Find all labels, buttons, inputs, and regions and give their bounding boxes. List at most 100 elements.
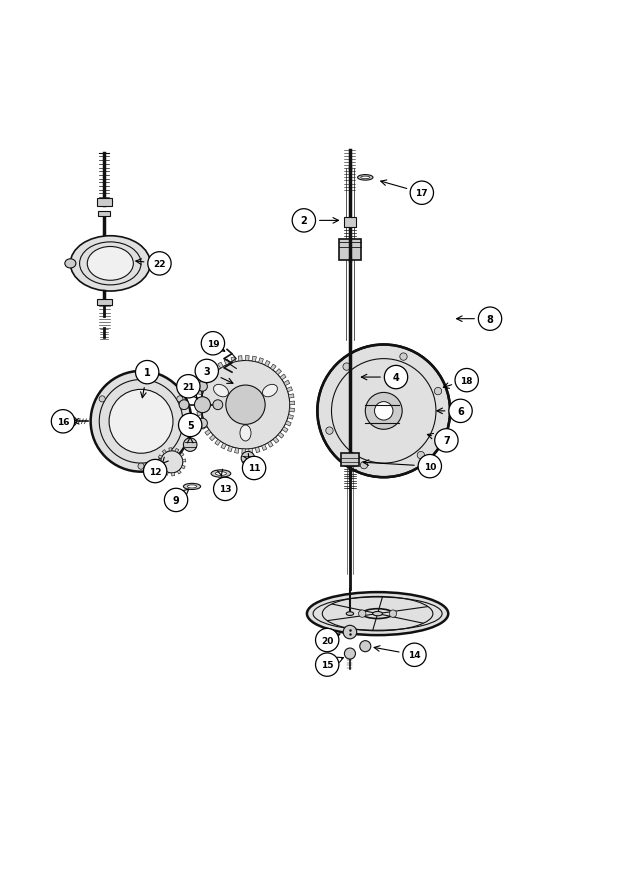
Circle shape <box>449 399 472 423</box>
Bar <box>97 299 112 306</box>
Ellipse shape <box>362 609 393 619</box>
Polygon shape <box>234 449 239 454</box>
Polygon shape <box>221 443 226 450</box>
Polygon shape <box>169 448 172 451</box>
Polygon shape <box>282 428 288 433</box>
Text: 22: 22 <box>153 260 166 269</box>
Circle shape <box>358 610 366 617</box>
Circle shape <box>99 396 105 402</box>
Circle shape <box>455 369 479 392</box>
Circle shape <box>332 359 436 464</box>
Circle shape <box>316 629 339 652</box>
Polygon shape <box>177 471 181 474</box>
Text: 19: 19 <box>206 340 219 349</box>
Circle shape <box>109 390 173 454</box>
Polygon shape <box>205 430 211 435</box>
Text: 6: 6 <box>457 407 464 416</box>
Polygon shape <box>197 406 202 409</box>
Circle shape <box>389 610 397 617</box>
Text: 8: 8 <box>487 314 494 324</box>
Text: 13: 13 <box>219 485 231 493</box>
Circle shape <box>195 360 218 383</box>
Circle shape <box>179 414 202 437</box>
Polygon shape <box>215 440 221 446</box>
Bar <box>341 453 359 466</box>
Polygon shape <box>249 449 253 454</box>
Polygon shape <box>172 473 175 477</box>
Circle shape <box>177 375 200 399</box>
Circle shape <box>374 402 393 421</box>
Text: 18: 18 <box>461 376 473 385</box>
Circle shape <box>343 363 350 371</box>
Polygon shape <box>162 450 166 454</box>
Ellipse shape <box>373 612 383 616</box>
Polygon shape <box>224 359 229 365</box>
Bar <box>97 198 112 207</box>
Circle shape <box>344 648 355 659</box>
Circle shape <box>136 361 159 385</box>
Polygon shape <box>262 445 267 451</box>
Circle shape <box>417 452 425 459</box>
Polygon shape <box>198 418 205 423</box>
Circle shape <box>360 462 368 469</box>
Text: 9: 9 <box>173 495 179 506</box>
Polygon shape <box>275 370 281 375</box>
Polygon shape <box>158 456 162 459</box>
Circle shape <box>202 332 224 356</box>
Ellipse shape <box>213 385 228 398</box>
Text: 21: 21 <box>182 382 195 392</box>
Text: 3: 3 <box>203 366 210 377</box>
Polygon shape <box>288 415 293 420</box>
Polygon shape <box>228 446 232 452</box>
Polygon shape <box>157 463 161 465</box>
Polygon shape <box>165 471 169 476</box>
Circle shape <box>67 417 76 427</box>
Circle shape <box>202 361 290 450</box>
Circle shape <box>143 460 167 483</box>
Ellipse shape <box>70 236 150 291</box>
Circle shape <box>226 385 265 425</box>
Circle shape <box>292 210 316 233</box>
Circle shape <box>418 455 441 479</box>
Text: 1: 1 <box>144 368 151 378</box>
Polygon shape <box>180 453 184 457</box>
Ellipse shape <box>65 260 76 269</box>
Circle shape <box>410 182 433 205</box>
Text: 5: 5 <box>187 421 193 430</box>
Circle shape <box>241 452 255 465</box>
Polygon shape <box>175 449 179 453</box>
Circle shape <box>242 457 266 480</box>
Ellipse shape <box>87 248 133 281</box>
Ellipse shape <box>262 385 277 398</box>
Bar <box>344 218 356 227</box>
Polygon shape <box>259 358 263 364</box>
Circle shape <box>360 641 371 652</box>
Polygon shape <box>210 435 215 442</box>
Polygon shape <box>159 468 164 471</box>
Circle shape <box>179 400 189 410</box>
Polygon shape <box>285 421 291 427</box>
Circle shape <box>177 396 183 402</box>
Circle shape <box>51 410 74 434</box>
Circle shape <box>164 489 188 512</box>
Polygon shape <box>242 450 246 454</box>
Polygon shape <box>200 384 206 389</box>
Polygon shape <box>284 381 290 386</box>
Text: 12: 12 <box>149 467 161 476</box>
Polygon shape <box>197 412 202 416</box>
Ellipse shape <box>361 177 370 179</box>
Polygon shape <box>289 408 294 413</box>
Circle shape <box>479 307 502 331</box>
Circle shape <box>213 400 223 410</box>
Circle shape <box>343 626 356 639</box>
Ellipse shape <box>307 593 448 636</box>
Polygon shape <box>182 459 186 463</box>
Ellipse shape <box>346 612 353 615</box>
Ellipse shape <box>358 176 373 181</box>
Ellipse shape <box>184 484 201 490</box>
Text: 16: 16 <box>57 417 69 427</box>
Circle shape <box>195 397 210 414</box>
Polygon shape <box>198 391 203 395</box>
Circle shape <box>213 478 237 501</box>
Polygon shape <box>181 465 185 470</box>
